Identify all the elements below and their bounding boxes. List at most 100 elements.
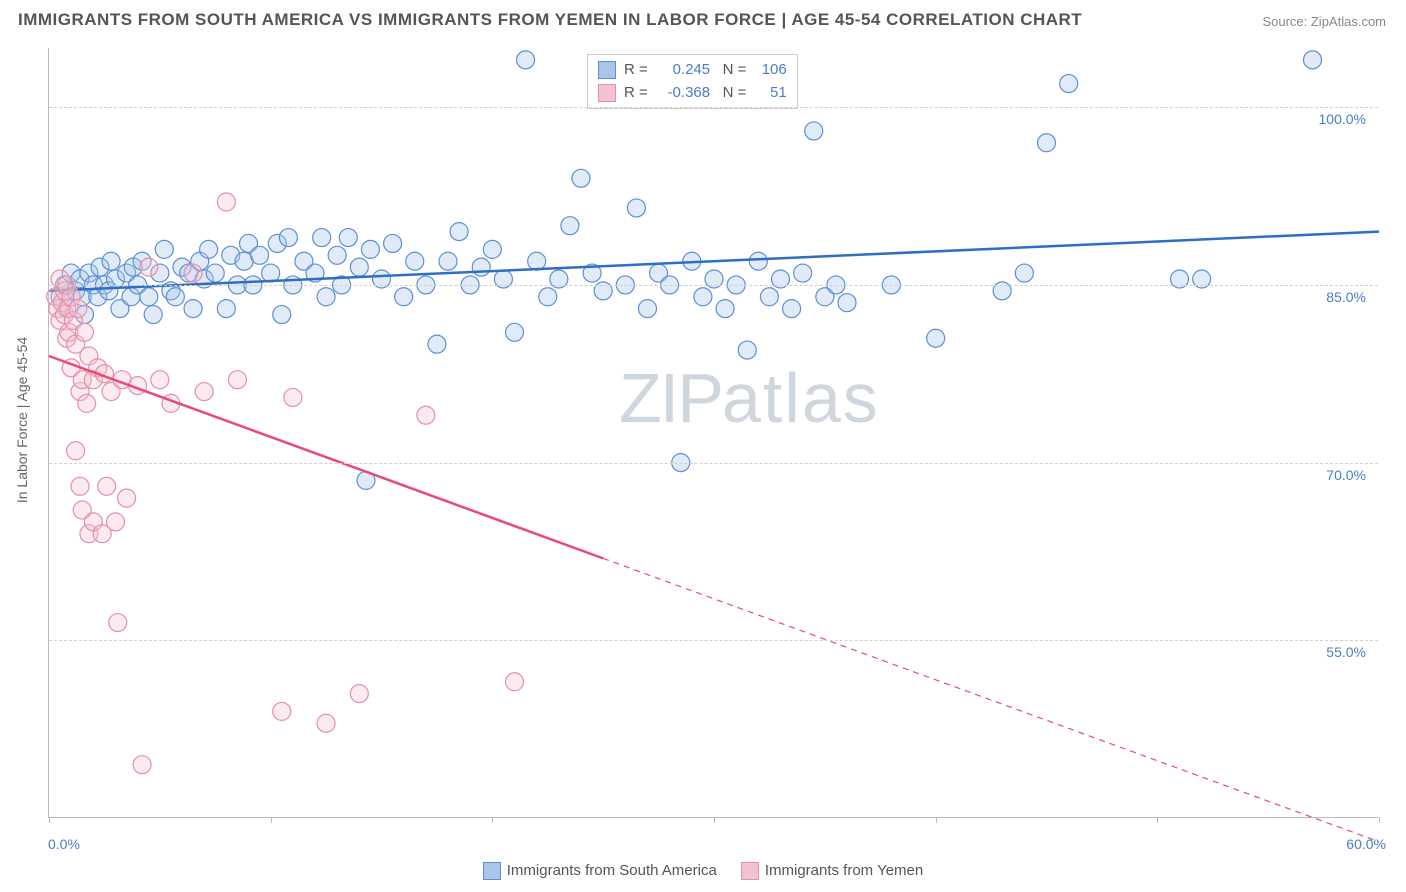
y-tick-label: 100.0% — [1319, 111, 1366, 127]
data-point-south_america — [200, 240, 218, 258]
data-point-yemen — [140, 258, 158, 276]
data-point-yemen — [133, 756, 151, 774]
data-point-south_america — [328, 246, 346, 264]
data-point-south_america — [1038, 134, 1056, 152]
data-point-south_america — [794, 264, 812, 282]
data-point-south_america — [506, 323, 524, 341]
stats-row-yemen: R = -0.368 N = 51 — [598, 82, 787, 105]
data-point-south_america — [639, 300, 657, 318]
data-point-south_america — [439, 252, 457, 270]
data-point-south_america — [361, 240, 379, 258]
legend-swatch-south_america — [598, 61, 616, 79]
gridline-h — [49, 107, 1378, 108]
data-point-south_america — [406, 252, 424, 270]
data-point-yemen — [78, 394, 96, 412]
stats-row-south_america: R = 0.245 N = 106 — [598, 59, 787, 82]
source-label: Source: ZipAtlas.com — [1262, 14, 1386, 29]
data-point-south_america — [627, 199, 645, 217]
data-point-south_america — [217, 300, 235, 318]
data-point-south_america — [1060, 75, 1078, 93]
data-point-yemen — [350, 685, 368, 703]
x-tick-mark — [936, 817, 937, 823]
legend-swatch-south_america — [483, 862, 501, 880]
legend-bottom: Immigrants from South America Immigrants … — [0, 862, 1406, 880]
x-tick-mark — [1379, 817, 1380, 823]
data-point-south_america — [262, 264, 280, 282]
legend-label-yemen: Immigrants from Yemen — [765, 862, 923, 879]
data-point-yemen — [118, 489, 136, 507]
x-tick-0: 0.0% — [48, 836, 80, 852]
data-point-yemen — [273, 702, 291, 720]
y-tick-label: 85.0% — [1326, 289, 1366, 305]
x-tick-mark — [714, 817, 715, 823]
data-point-south_america — [206, 264, 224, 282]
data-point-yemen — [184, 264, 202, 282]
data-point-south_america — [339, 229, 357, 247]
regression-line-dashed-yemen — [603, 558, 1379, 841]
data-point-yemen — [417, 406, 435, 424]
data-point-yemen — [69, 300, 87, 318]
stat-N-yemen: 51 — [755, 82, 787, 105]
data-point-yemen — [217, 193, 235, 211]
data-point-south_america — [472, 258, 490, 276]
data-point-south_america — [140, 288, 158, 306]
data-point-south_america — [144, 306, 162, 324]
legend-item-south_america: Immigrants from South America — [483, 862, 717, 880]
stat-R-yemen: -0.368 — [656, 82, 710, 105]
legend-swatch-yemen — [598, 84, 616, 102]
data-point-south_america — [738, 341, 756, 359]
data-point-yemen — [107, 513, 125, 531]
data-point-yemen — [151, 371, 169, 389]
data-point-yemen — [109, 614, 127, 632]
data-point-south_america — [1015, 264, 1033, 282]
data-point-south_america — [838, 294, 856, 312]
x-tick-mark — [49, 817, 50, 823]
x-tick-60: 60.0% — [1346, 836, 1386, 852]
data-point-south_america — [749, 252, 767, 270]
plot-area: ZIPatlas R = 0.245 N = 106R = -0.368 N =… — [48, 48, 1378, 818]
y-axis-label: In Labor Force | Age 45-54 — [14, 337, 30, 503]
regression-line-yemen — [49, 356, 603, 558]
data-point-south_america — [927, 329, 945, 347]
stat-R-south_america: 0.245 — [656, 59, 710, 82]
data-point-south_america — [694, 288, 712, 306]
data-point-south_america — [102, 252, 120, 270]
data-point-south_america — [395, 288, 413, 306]
data-point-yemen — [67, 442, 85, 460]
stats-legend-box: R = 0.245 N = 106R = -0.368 N = 51 — [587, 54, 798, 109]
data-point-yemen — [195, 383, 213, 401]
data-point-south_america — [760, 288, 778, 306]
data-point-south_america — [313, 229, 331, 247]
data-point-south_america — [483, 240, 501, 258]
data-point-south_america — [517, 51, 535, 69]
data-point-south_america — [155, 240, 173, 258]
data-point-south_america — [539, 288, 557, 306]
data-point-south_america — [805, 122, 823, 140]
data-point-yemen — [98, 477, 116, 495]
legend-item-yemen: Immigrants from Yemen — [741, 862, 923, 880]
x-tick-mark — [492, 817, 493, 823]
legend-swatch-yemen — [741, 862, 759, 880]
data-point-yemen — [284, 388, 302, 406]
data-point-south_america — [279, 229, 297, 247]
x-tick-mark — [271, 817, 272, 823]
legend-label-south_america: Immigrants from South America — [507, 862, 717, 879]
gridline-h — [49, 463, 1378, 464]
data-point-south_america — [572, 169, 590, 187]
data-point-yemen — [317, 714, 335, 732]
data-point-yemen — [228, 371, 246, 389]
data-point-south_america — [350, 258, 368, 276]
gridline-h — [49, 640, 1378, 641]
x-tick-mark — [1157, 817, 1158, 823]
data-point-yemen — [75, 323, 93, 341]
data-point-south_america — [251, 246, 269, 264]
chart-svg — [49, 48, 1378, 817]
data-point-south_america — [561, 217, 579, 235]
gridline-h — [49, 285, 1378, 286]
data-point-south_america — [317, 288, 335, 306]
data-point-south_america — [273, 306, 291, 324]
data-point-south_america — [716, 300, 734, 318]
data-point-south_america — [783, 300, 801, 318]
data-point-south_america — [166, 288, 184, 306]
stat-N-south_america: 106 — [755, 59, 787, 82]
